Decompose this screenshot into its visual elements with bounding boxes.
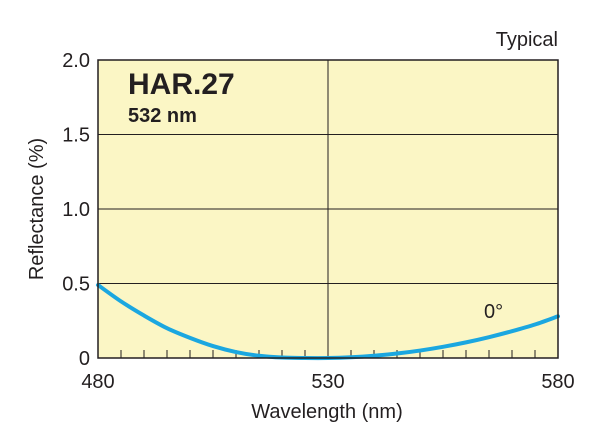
- y-tick-label: 1.0: [62, 199, 90, 221]
- y-tick-label: 0.5: [62, 274, 90, 296]
- grid-lines: [98, 60, 558, 358]
- x-tick-label: 580: [541, 371, 574, 393]
- x-tick-label: 530: [311, 371, 344, 393]
- chart-title: HAR.27: [128, 68, 235, 101]
- y-tick-label: 0: [79, 348, 90, 370]
- plot-frame: [97, 59, 559, 359]
- y-tick-label: 1.5: [62, 125, 90, 147]
- chart-subtitle: 532 nm: [128, 105, 197, 127]
- x-tick-labels: 480 530 580: [81, 371, 574, 393]
- y-axis-label: Reflectance (%): [26, 138, 48, 280]
- y-tick-label: 2.0: [62, 50, 90, 72]
- y-tick-labels: 0 0.5 1.0 1.5 2.0: [62, 50, 90, 370]
- corner-label: Typical: [496, 29, 558, 51]
- x-axis-label: Wavelength (nm): [251, 401, 403, 423]
- x-tick-label: 480: [81, 371, 114, 393]
- series-label-0deg: 0°: [484, 301, 503, 323]
